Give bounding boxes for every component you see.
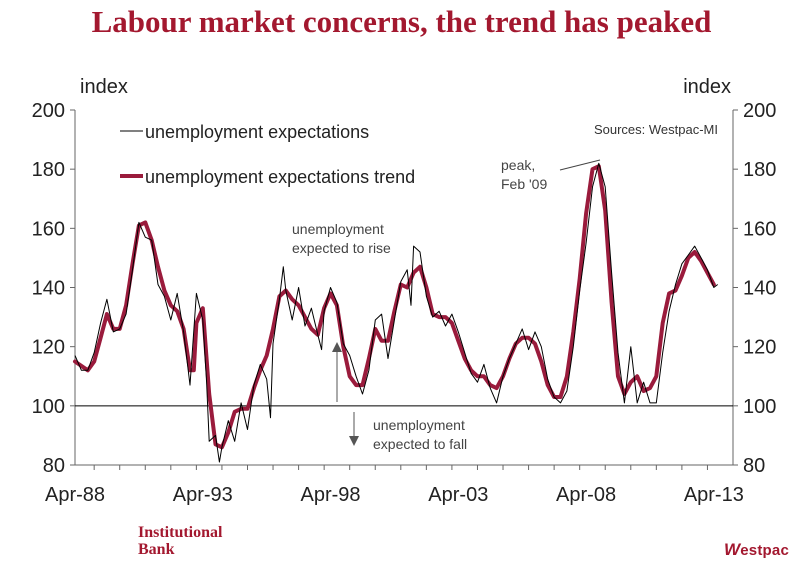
series-line-expectations — [74, 162, 719, 463]
brand-line-1: Institutional — [138, 524, 223, 541]
y-tick-label-left: 140 — [32, 278, 65, 300]
annotation-peak-line2: Feb '09 — [501, 176, 547, 192]
y-tick-label-right: 200 — [743, 100, 776, 122]
westpac-logo: Westpac — [724, 540, 789, 560]
source-note: Sources: Westpac-MI — [594, 122, 718, 137]
annotation-peak-line1: peak, — [501, 157, 535, 173]
brand-text: Institutional Bank — [138, 524, 222, 558]
y-tick-label-right: 160 — [743, 218, 776, 240]
y-tick-label-left: 100 — [32, 396, 65, 418]
x-tick-label: Apr-98 — [301, 484, 361, 506]
x-tick-label: Apr-03 — [428, 484, 488, 506]
x-tick-label: Apr-88 — [45, 484, 105, 506]
x-tick-label: Apr-08 — [556, 484, 616, 506]
y-tick-label-right: 140 — [743, 278, 776, 300]
annotation-fall-arrow-head — [349, 436, 359, 446]
brand-line-2: Bank — [138, 541, 175, 558]
y-tick-label-left: 120 — [32, 337, 65, 359]
annotation-rise-line2: expected to rise — [292, 240, 391, 256]
x-tick-label: Apr-93 — [173, 484, 233, 506]
y-tick-label-left: 80 — [43, 455, 65, 477]
y-tick-label-right: 120 — [743, 337, 776, 359]
logo-text: estpac — [740, 542, 789, 559]
annotation-fall-line1: unemployment — [373, 417, 465, 433]
annotation-peak-leader — [559, 159, 601, 171]
y-tick-label-left: 200 — [32, 100, 65, 122]
chart-title: Labour market concerns, the trend has pe… — [91, 4, 712, 39]
left-axis-title: index — [80, 76, 128, 98]
legend-label-trend: unemployment expectations trend — [145, 167, 415, 187]
y-tick-label-right: 100 — [743, 396, 776, 418]
series-line-trend — [73, 164, 716, 450]
legend-label-expectations: unemployment expectations — [145, 122, 369, 142]
y-tick-label-right: 180 — [743, 159, 776, 181]
annotation-rise-arrow-head — [332, 342, 342, 352]
y-tick-label-left: 160 — [32, 218, 65, 240]
annotation-fall-line2: expected to fall — [373, 436, 467, 452]
annotation-rise-line1: unemployment — [292, 221, 384, 237]
right-axis-title: index — [683, 76, 731, 98]
y-tick-label-right: 80 — [743, 455, 765, 477]
y-tick-label-left: 180 — [32, 159, 65, 181]
x-tick-label: Apr-13 — [684, 484, 744, 506]
logo-mark: W — [724, 540, 741, 559]
